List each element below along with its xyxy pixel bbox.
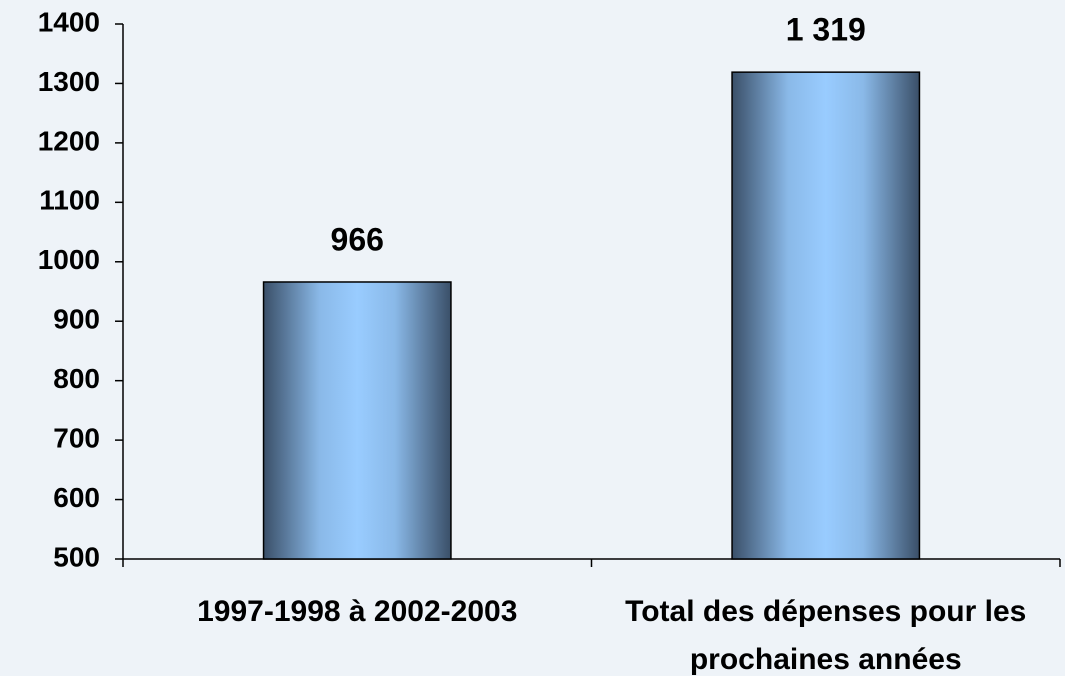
y-tick-label: 1200 (38, 125, 100, 156)
y-tick-label: 900 (53, 304, 100, 335)
data-label: 966 (331, 221, 384, 257)
x-tick-label: Total des dépenses pour les prochaines a… (625, 595, 1027, 676)
x-tick-label: 1997-1998 à 2002-2003 (197, 595, 518, 628)
y-tick-label: 700 (53, 423, 100, 454)
y-tick-label: 800 (53, 363, 100, 394)
y-tick-label: 500 (53, 541, 100, 572)
y-tick-label: 1400 (38, 6, 100, 37)
y-tick-label: 600 (53, 482, 100, 513)
bar (731, 71, 921, 560)
y-tick-label: 1000 (38, 244, 100, 275)
bar (262, 281, 452, 560)
y-tick-label: 1100 (39, 185, 100, 216)
data-label: 1 319 (786, 12, 866, 48)
y-tick-label: 1300 (38, 66, 100, 97)
